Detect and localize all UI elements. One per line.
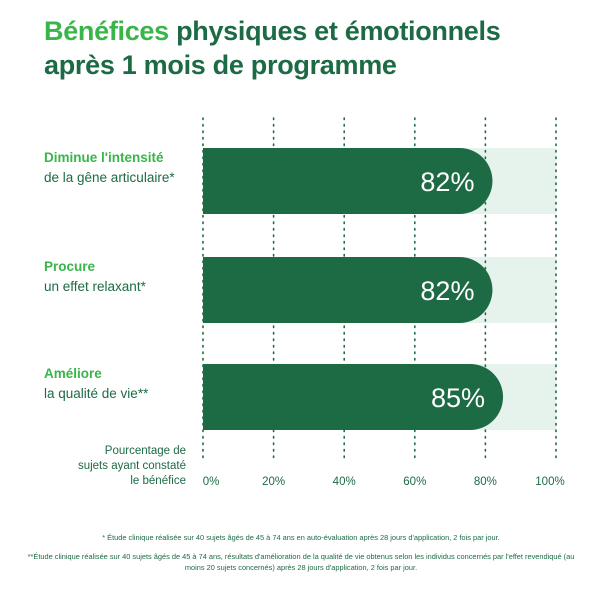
bar-0: [203, 148, 493, 214]
footnotes: * Étude clinique réalisée sur 40 sujets …: [18, 532, 584, 581]
category-label-2-1: la qualité de vie**: [44, 386, 149, 401]
bar-value-label-1: 82%: [420, 276, 474, 306]
x-tick-label-1: 20%: [262, 476, 285, 488]
footnote-2: **Étude clinique réalisée sur 40 sujets …: [27, 552, 575, 572]
x-tick-label-0: 0%: [203, 476, 220, 488]
x-tick-label-2: 40%: [333, 476, 356, 488]
x-tick-label-3: 60%: [403, 476, 426, 488]
title-accent: Bénéfices: [44, 16, 169, 46]
bar-value-label-2: 85%: [431, 383, 485, 413]
x-tick-label-5: 100%: [535, 476, 564, 488]
category-label-0-0: Diminue l'intensité: [44, 150, 164, 165]
title-rest: physiques et émotionnels: [176, 16, 501, 46]
footnote-1: * Étude clinique réalisée sur 40 sujets …: [102, 533, 500, 542]
category-label-2-0: Améliore: [44, 366, 102, 381]
page-title: Bénéfices physiques et émotionnels après…: [44, 14, 584, 82]
x-tick-label-4: 80%: [474, 476, 497, 488]
title-line2: après 1 mois de programme: [44, 50, 397, 80]
x-axis-label-0: Pourcentage de: [105, 445, 186, 457]
bar-2: [203, 364, 504, 430]
category-label-1-1: un effet relaxant*: [44, 279, 147, 294]
benefits-bar-chart: 82% 82% 85% Diminue l'intensité de la gêne a…: [44, 117, 565, 488]
bar-1: [203, 257, 493, 323]
category-label-1-0: Procure: [44, 259, 96, 274]
x-axis-label-2: le bénéfice: [130, 475, 186, 487]
bar-value-label-0: 82%: [420, 167, 474, 197]
x-axis-label-1: sujets ayant constaté: [78, 460, 186, 472]
category-label-0-1: de la gêne articulaire*: [44, 170, 175, 185]
